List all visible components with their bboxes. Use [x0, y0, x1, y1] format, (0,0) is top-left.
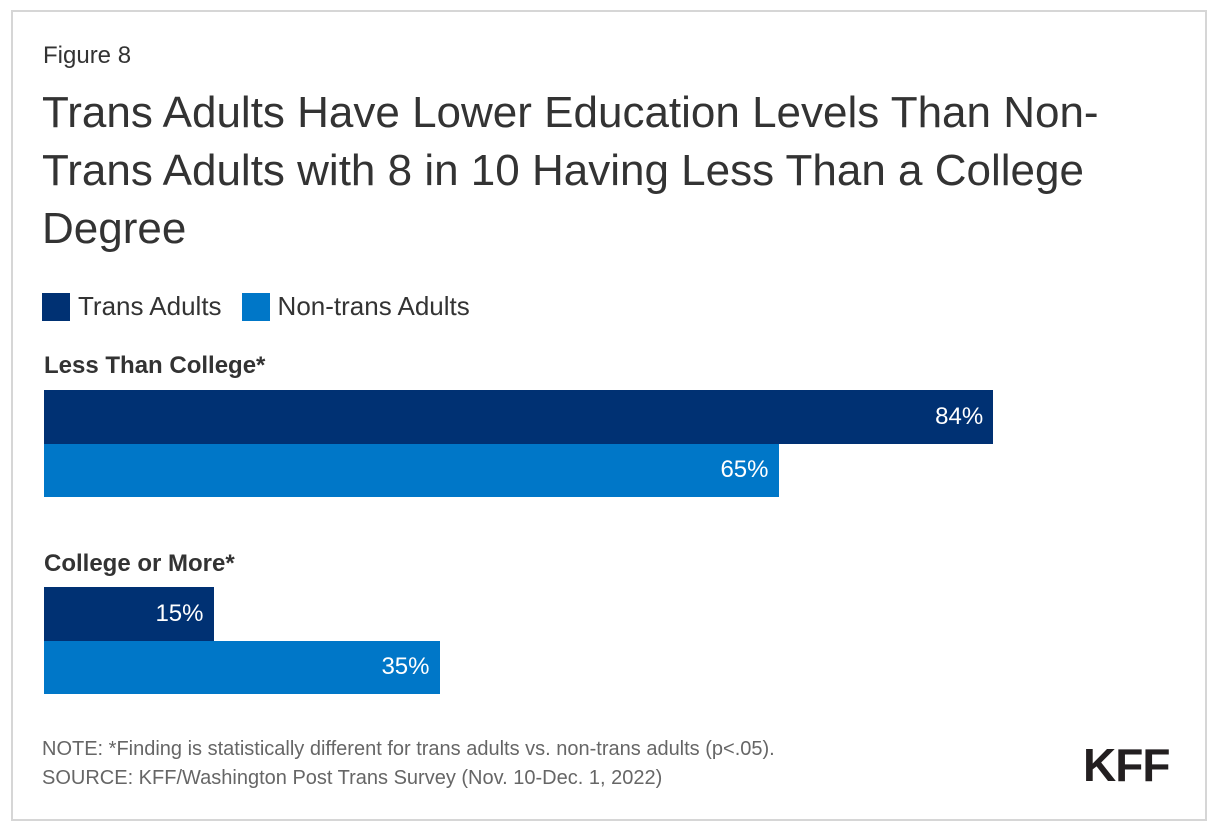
legend-label-non-trans: Non-trans Adults: [277, 291, 470, 321]
legend-label-trans: Trans Adults: [78, 291, 222, 321]
bar-trans-1: 15%: [44, 587, 214, 641]
bar-trans-0: 84%: [44, 390, 994, 444]
bar-non-trans-0: 65%: [44, 443, 779, 497]
note-text: NOTE: *Finding is statistically differen…: [42, 738, 775, 760]
legend-item-non-trans: Non-trans Adults: [241, 291, 470, 322]
data-label: 35%: [381, 653, 430, 681]
data-label: 65%: [720, 456, 769, 484]
data-label: 84%: [935, 402, 984, 430]
figure-label: Figure 8: [43, 42, 132, 69]
source-text: SOURCE: KFF/Washington Post Trans Survey…: [42, 767, 663, 789]
category-label-less-than-college: Less Than College*: [44, 352, 266, 379]
legend-swatch-trans: [42, 292, 70, 321]
data-label: 15%: [155, 599, 204, 627]
legend-item-trans: Trans Adults: [42, 291, 222, 322]
figure-frame: [11, 10, 1207, 821]
category-label-college-or-more: College or More*: [44, 550, 235, 577]
legend-swatch-non-trans: [241, 292, 270, 321]
bar-non-trans-1: 35%: [44, 640, 440, 694]
legend: Trans Adults Non-trans Adults: [42, 291, 490, 322]
chart-title: Trans Adults Have Lower Education Levels…: [42, 88, 1099, 253]
kff-logo: KFF: [1083, 739, 1170, 791]
